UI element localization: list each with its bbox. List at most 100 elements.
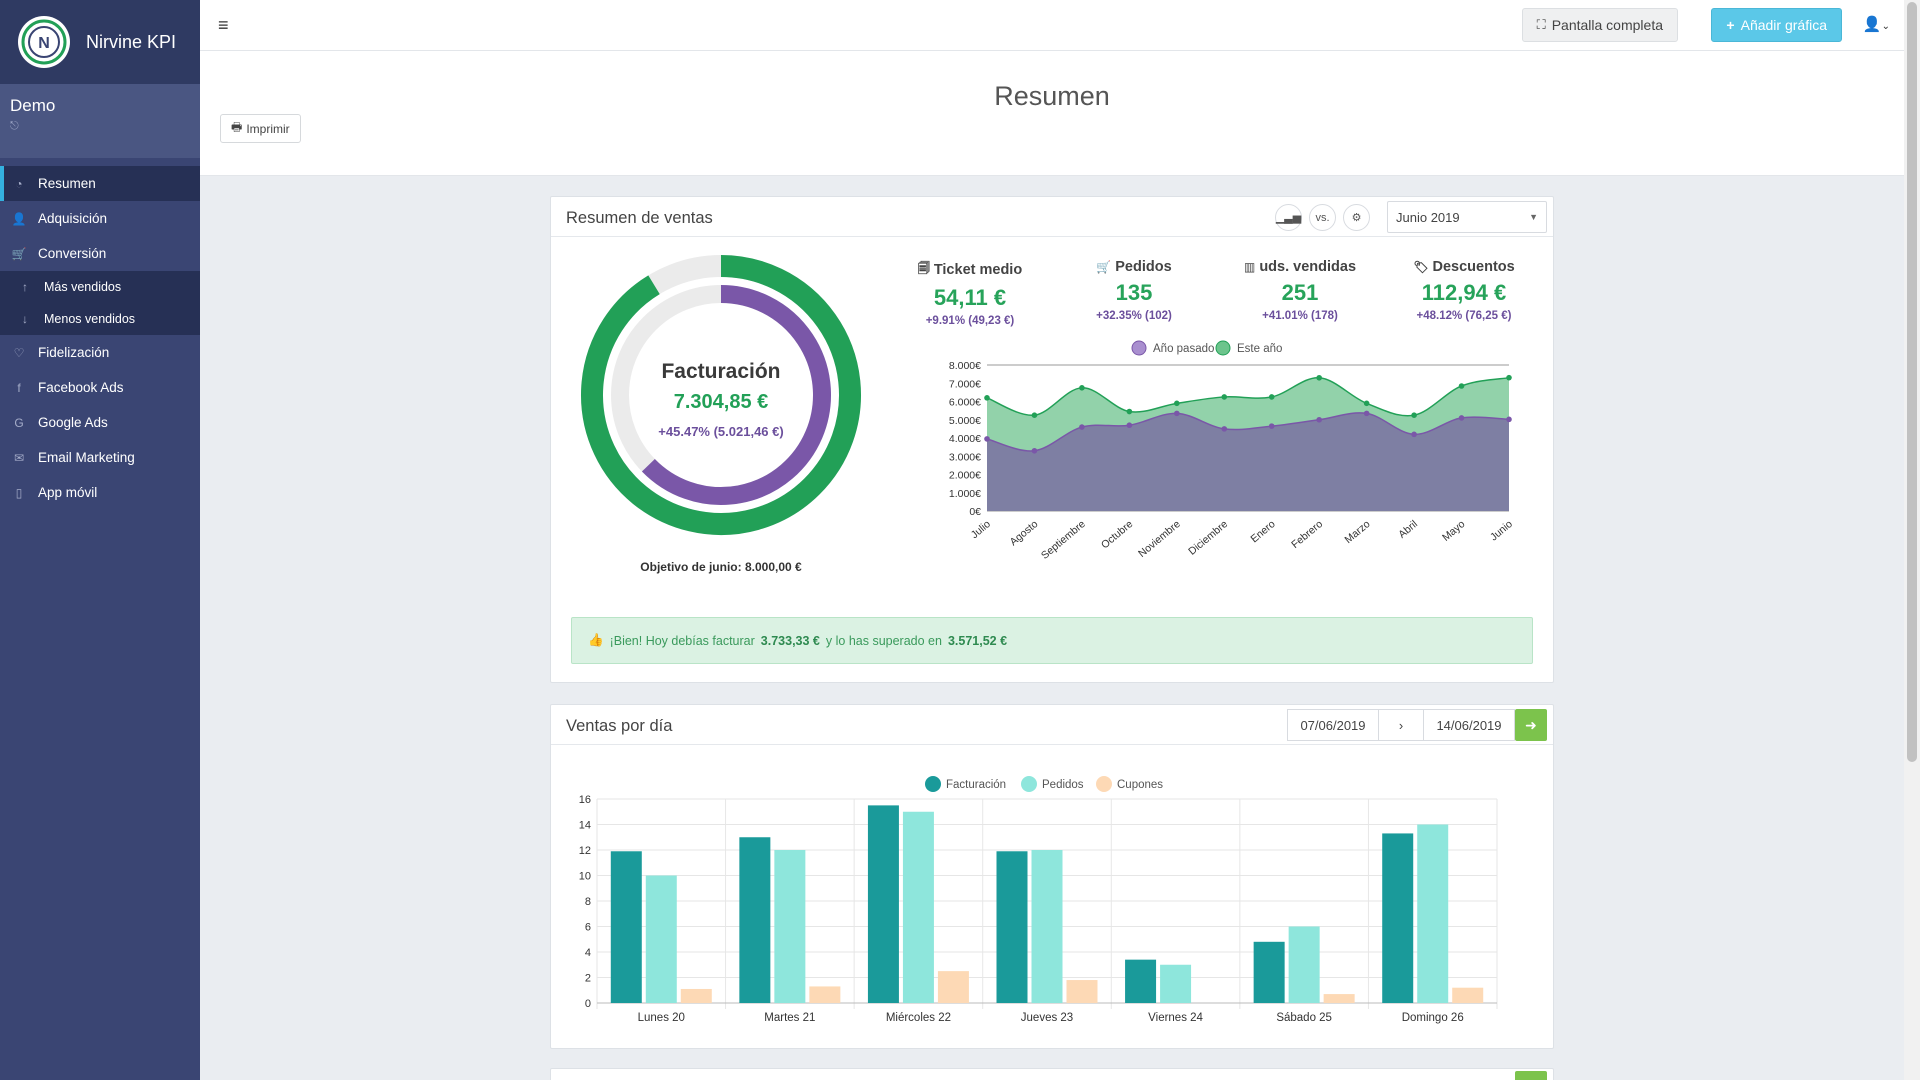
bar-1: [1288, 926, 1320, 1003]
kpi-orders-label: Pedidos: [1115, 259, 1172, 275]
date-from-input[interactable]: 07/06/2019: [1287, 709, 1379, 741]
dashboard-icon: ◔: [15, 176, 23, 191]
sidebar-item-label: Fidelización: [38, 345, 110, 360]
print-button[interactable]: 🖶 Imprimir: [220, 114, 301, 143]
area-line-1: [986, 376, 1510, 417]
x-tick-label: Viernes 24: [1148, 1012, 1203, 1024]
kpi-orders-change: +32.35% (102): [1096, 310, 1172, 322]
x-tick-label: Miércoles 22: [886, 1012, 951, 1024]
data-point: [1126, 408, 1133, 415]
sales-summary-panel: Resumen de ventas ▁▃▅ vs. ⚙ Junio 2019 ▼…: [550, 196, 1554, 683]
sidebar-item-google-ads[interactable]: G Google Ads: [0, 405, 200, 440]
sidebar-item-app-m-vil[interactable]: ▯ App móvil: [0, 475, 200, 510]
data-point: [1506, 416, 1512, 423]
brand-name: Nirvine KPI: [86, 31, 177, 52]
bar-2: [1452, 987, 1484, 1003]
daily-sales-panel: Ventas por día 07/06/2019 › 14/06/2019 ➜…: [550, 704, 1554, 1049]
daily-target-alert: 👍 ¡Bien! Hoy debías facturar 3.733,33 € …: [571, 617, 1533, 664]
y-tick-label: 8.000€: [949, 360, 981, 372]
data-point: [1079, 424, 1085, 430]
y-tick-label: 7.000€: [949, 378, 981, 390]
next-panel: [550, 1068, 1554, 1080]
sidebar-item-email-marketing[interactable]: ✉ Email Marketing: [0, 440, 200, 475]
hamburger-menu-icon[interactable]: ≡: [218, 15, 229, 35]
date-to-input[interactable]: 14/06/2019: [1423, 709, 1515, 741]
data-point: [1126, 422, 1133, 429]
x-tick-label: Junio: [1488, 518, 1515, 543]
sidebar-item-m-s-vendidos[interactable]: ↑ Más vendidos: [0, 271, 200, 303]
data-point: [1458, 383, 1465, 389]
sales-summary-title: Resumen de ventas: [566, 209, 713, 227]
page-scrollbar[interactable]: [1904, 0, 1920, 1080]
legend-marker-0: [1131, 340, 1147, 356]
daily-sales-header: Ventas por día 07/06/2019 › 14/06/2019 ➜: [551, 705, 1553, 745]
data-point: [984, 436, 990, 442]
compare-label: vs.: [1315, 211, 1330, 224]
sales-summary-header: Resumen de ventas ▁▃▅ vs. ⚙ Junio 2019 ▼: [551, 197, 1553, 237]
print-label: Imprimir: [246, 121, 290, 136]
bar-2: [680, 988, 712, 1003]
sidebar-item-label: Resumen: [38, 176, 96, 191]
sidebar-item-fidelizaci-n[interactable]: ♡ Fidelización: [0, 335, 200, 370]
donut-target: Objetivo de junio: 8.000,00 €: [640, 560, 802, 574]
bar-chart-icon: ▁▃▅: [1275, 212, 1302, 224]
chart-type-button[interactable]: ▁▃▅: [1275, 204, 1302, 231]
user-icon: 👤: [11, 211, 27, 226]
user-name: Demo: [10, 96, 56, 115]
data-point: [1268, 423, 1275, 429]
x-tick-label: Noviembre: [1136, 518, 1183, 560]
kpi-units-change: +41.01% (178): [1262, 310, 1338, 322]
sidebar-item-resumen[interactable]: ◔ Resumen: [0, 166, 200, 201]
month-select[interactable]: Junio 2019 ▼: [1387, 201, 1547, 233]
gear-icon: ⚙: [1351, 212, 1362, 224]
settings-button[interactable]: ⚙: [1343, 204, 1370, 231]
date-next-button[interactable]: ›: [1378, 709, 1424, 741]
x-tick-label: Octubre: [1099, 518, 1135, 551]
kpi-discounts-label-row: 🏷 Descuentos: [1389, 259, 1539, 275]
bar-0: [1125, 959, 1157, 1003]
revenue-donut-chart: Facturación 7.304,85 € +45.47% (5.021,46…: [581, 255, 861, 574]
compare-button[interactable]: vs.: [1309, 204, 1336, 231]
scrollbar-thumb[interactable]: [1907, 2, 1917, 762]
legend-marker-1: [1215, 340, 1231, 356]
add-chart-button[interactable]: + Añadir gráfica: [1711, 8, 1842, 42]
facebook-icon: f: [17, 380, 21, 395]
fullscreen-button[interactable]: ⛶ Pantalla completa: [1521, 8, 1678, 42]
logout-icon[interactable]: ⎋: [10, 120, 19, 132]
alert-middle: y lo has superado en: [825, 633, 942, 648]
bar-0: [867, 805, 899, 1003]
x-tick-label: Sábado 25: [1276, 1012, 1332, 1024]
data-point: [984, 395, 990, 401]
y-tick-label: 12: [579, 845, 591, 857]
legend-marker-2: [1096, 776, 1112, 792]
sidebar-item-conversi-n[interactable]: 🛒 Conversión: [0, 236, 200, 271]
data-point: [1316, 374, 1322, 381]
y-tick-label: 14: [579, 820, 591, 832]
data-point: [1411, 412, 1417, 418]
sidebar-item-adquisici-n[interactable]: 👤 Adquisición: [0, 201, 200, 236]
page-header: Resumen 🖶 Imprimir: [200, 51, 1904, 176]
brand[interactable]: N Nirvine KPI: [0, 0, 200, 84]
data-point: [1506, 374, 1512, 381]
user-icon: 👤: [1862, 16, 1882, 33]
sidebar-item-label: App móvil: [38, 485, 98, 500]
y-tick-label: 10: [579, 871, 591, 883]
x-tick-label: Marzo: [1342, 518, 1372, 546]
fullscreen-label: Pantalla completa: [1551, 17, 1663, 33]
apply-dates-button[interactable]: ➜: [1515, 709, 1547, 741]
arrow-up-icon: ↑: [22, 280, 28, 294]
x-tick-label: Abril: [1396, 518, 1420, 541]
x-tick-label: Lunes 20: [638, 1012, 685, 1024]
donut-current-arc: [581, 255, 861, 535]
bar-2: [1066, 980, 1098, 1003]
ticket-icon: 🗐: [917, 261, 930, 275]
kpi-ticket: 🗐 Ticket medio 54,11 € +9.91% (49,23 €): [895, 259, 1045, 327]
sidebar-item-facebook-ads[interactable]: f Facebook Ads: [0, 370, 200, 405]
y-tick-label: 6.000€: [949, 397, 981, 409]
next-panel-button[interactable]: [1515, 1071, 1547, 1080]
bar-0: [739, 837, 771, 1003]
user-menu[interactable]: 👤⌄: [1863, 15, 1890, 33]
sidebar-item-menos-vendidos[interactable]: ↓ Menos vendidos: [0, 303, 200, 335]
x-tick-label: Enero: [1248, 518, 1277, 545]
arrow-down-icon: ↓: [22, 312, 28, 326]
